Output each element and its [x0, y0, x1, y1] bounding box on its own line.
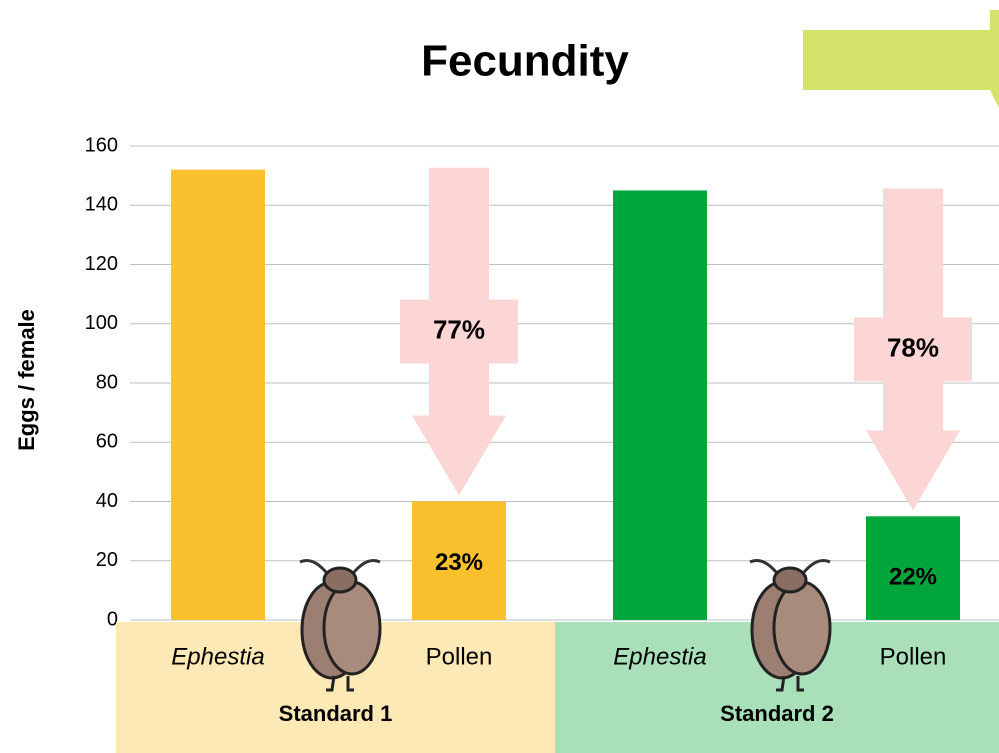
chart-title: Fecundity [421, 37, 629, 86]
y-tick-label: 140 [85, 194, 118, 216]
x-tick-label: Ephestia [613, 643, 706, 670]
y-tick-label: 120 [85, 253, 118, 275]
insect-wing [774, 582, 830, 674]
insect-head [774, 568, 806, 592]
x-tick-label: Pollen [880, 643, 947, 670]
y-tick-label: 160 [85, 134, 118, 156]
x-tick-label: Ephestia [171, 643, 264, 670]
y-tick-label: 100 [85, 312, 118, 334]
decor-arrow [803, 10, 999, 108]
insect-head [324, 568, 356, 592]
group-label: Standard 2 [720, 701, 834, 726]
x-tick-label: Pollen [426, 643, 493, 670]
reduction-label: 78% [887, 332, 939, 362]
insect-wing [324, 582, 380, 674]
chart: Fecundity Eggs / female 0204060801001201… [0, 0, 999, 753]
reduction-label: 77% [433, 314, 485, 344]
bar [613, 190, 707, 620]
y-tick-label: 40 [96, 490, 118, 512]
y-tick-label: 20 [96, 549, 118, 571]
share-label: 23% [435, 549, 483, 576]
y-tick-label: 80 [96, 371, 118, 393]
y-axis-label: Eggs / female [14, 309, 39, 451]
y-tick-label: 60 [96, 431, 118, 453]
share-label: 22% [889, 564, 937, 591]
bar [171, 170, 265, 620]
group-label: Standard 1 [279, 701, 393, 726]
